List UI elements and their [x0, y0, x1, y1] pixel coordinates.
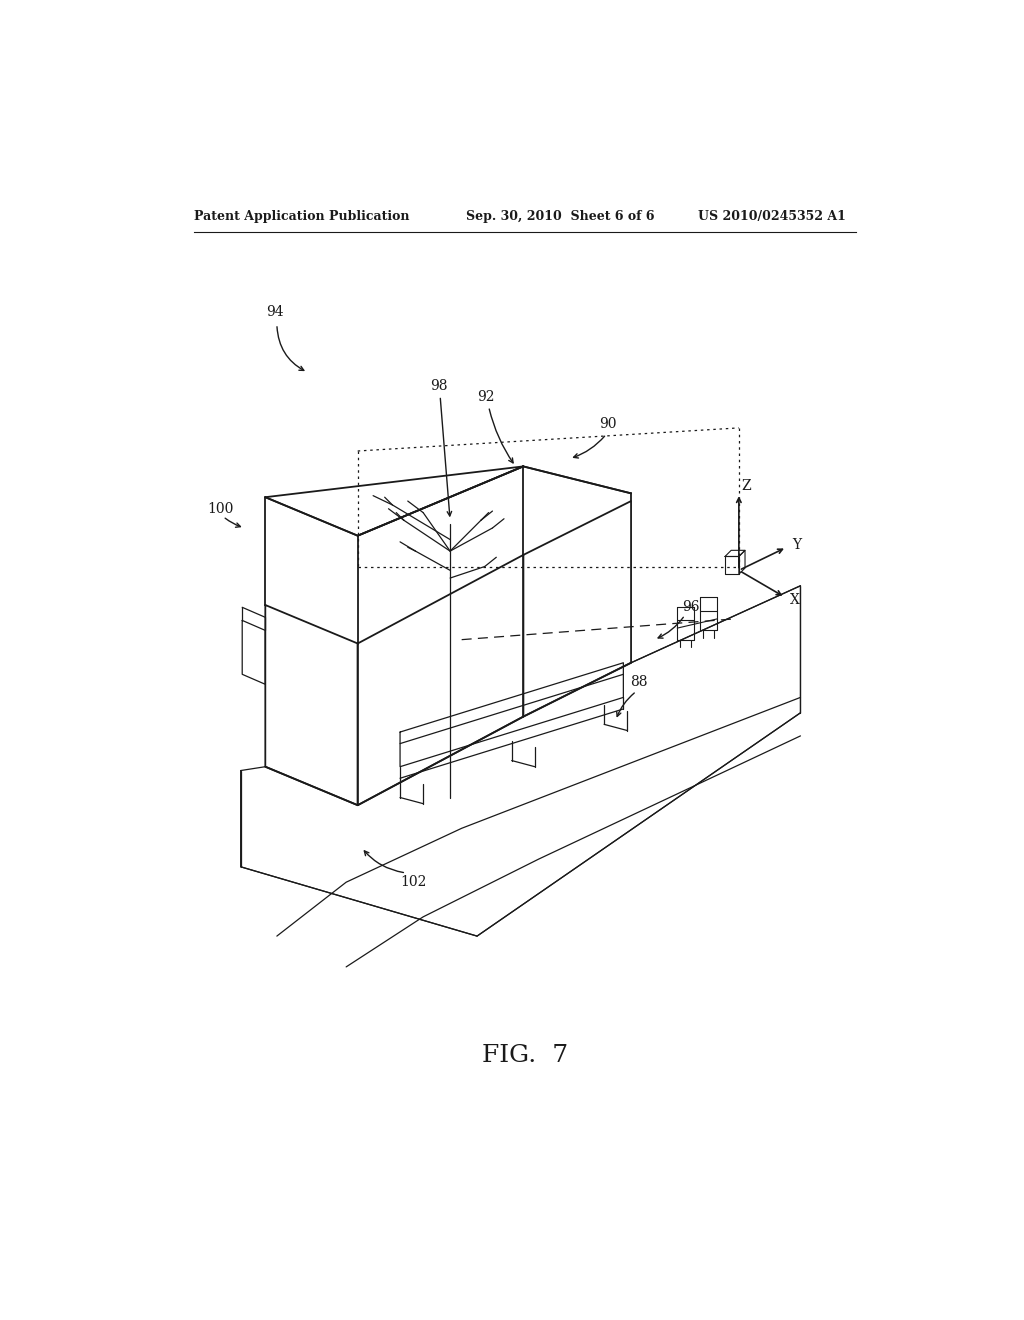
- Text: 90: 90: [599, 417, 616, 432]
- Text: 102: 102: [400, 875, 427, 890]
- Text: X: X: [791, 593, 800, 607]
- Text: Y: Y: [792, 539, 801, 552]
- Text: US 2010/0245352 A1: US 2010/0245352 A1: [698, 210, 846, 223]
- Text: Z: Z: [741, 479, 752, 492]
- Text: 94: 94: [266, 305, 284, 319]
- Text: 100: 100: [208, 502, 233, 516]
- Text: 92: 92: [477, 391, 495, 404]
- Text: 96: 96: [682, 599, 699, 614]
- Text: 88: 88: [630, 675, 647, 689]
- Text: 98: 98: [430, 379, 447, 392]
- Text: Sep. 30, 2010  Sheet 6 of 6: Sep. 30, 2010 Sheet 6 of 6: [466, 210, 654, 223]
- Text: Patent Application Publication: Patent Application Publication: [194, 210, 410, 223]
- Text: FIG.  7: FIG. 7: [481, 1044, 568, 1067]
